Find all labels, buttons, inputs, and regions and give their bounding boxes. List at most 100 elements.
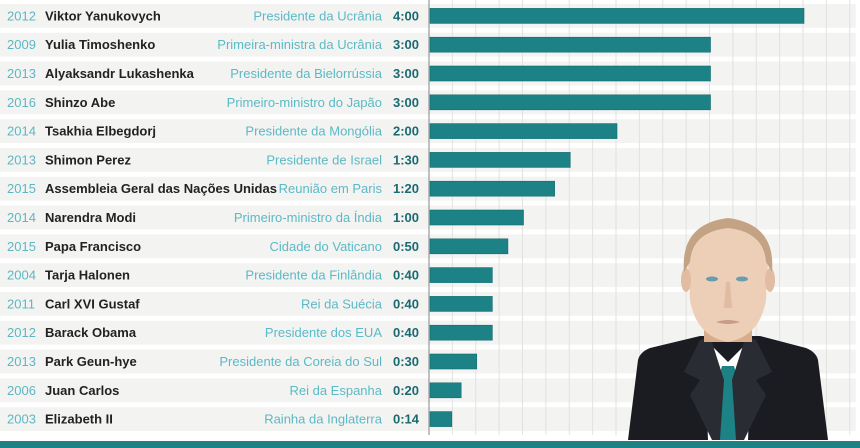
eye-left [706, 276, 718, 282]
time-label: 4:00 [393, 8, 419, 23]
time-label: 2:00 [393, 124, 419, 139]
bottom-bar [0, 441, 860, 448]
role-label: Presidente dos EUA [265, 325, 382, 340]
year-label: 2014 [7, 210, 36, 225]
year-label: 2013 [7, 152, 36, 167]
time-label: 0:30 [393, 354, 419, 369]
bar [429, 238, 509, 255]
ear-right [765, 268, 775, 292]
lapel-right [732, 336, 772, 440]
table-row: 2013 Alyaksandr Lukashenka Presidente da B… [7, 65, 711, 82]
name-label: Assembleia Geral das Nações Unidas [45, 181, 277, 196]
time-label: 3:00 [393, 95, 419, 110]
row-background [0, 119, 856, 143]
name-label: Papa Francisco [45, 239, 141, 254]
role-label: Presidente de Israel [266, 152, 382, 167]
year-label: 2013 [7, 66, 36, 81]
row-background [0, 176, 856, 201]
eye-right [736, 276, 748, 282]
year-label: 2012 [7, 325, 36, 340]
role-label: Primeiro-ministro da Índia [234, 210, 383, 225]
time-label: 1:20 [393, 181, 419, 196]
lapel-left [684, 336, 724, 440]
mouth [716, 320, 740, 324]
bar [429, 8, 805, 24]
time-label: 0:14 [393, 412, 420, 427]
bar [429, 152, 571, 168]
table-row: 2013 Park Geun-hye Presidente da Coreia do… [7, 353, 478, 370]
year-label: 2012 [7, 8, 36, 23]
time-label: 0:40 [393, 325, 419, 340]
role-label: Rei da Suécia [301, 296, 383, 311]
time-label: 0:20 [393, 383, 419, 398]
bar [429, 411, 453, 427]
time-label: 0:50 [393, 239, 419, 254]
row-background [0, 90, 856, 115]
bar [429, 36, 711, 53]
name-label: Narendra Modi [45, 210, 136, 225]
table-row: 2012 Barack Obama Presidente dos EUA 0:40 [7, 324, 493, 341]
role-label: Presidente da Coreia do Sul [219, 354, 382, 369]
name-label: Elizabeth II [45, 412, 113, 427]
year-label: 2009 [7, 37, 36, 52]
year-label: 2014 [7, 124, 36, 139]
table-row: 2004 Tarja Halonen Presidente da Finlândia… [7, 267, 493, 283]
year-label: 2016 [7, 95, 36, 110]
nose [724, 282, 732, 308]
year-label: 2011 [7, 296, 35, 311]
bar [429, 296, 493, 312]
role-label: Reunião em Paris [279, 181, 383, 196]
role-label: Primeiro-ministro do Japão [227, 95, 382, 110]
row-background [0, 320, 856, 345]
bar [429, 353, 478, 370]
time-label: 3:00 [393, 66, 419, 81]
bar [429, 209, 524, 226]
bar [429, 94, 711, 111]
bar [429, 267, 493, 283]
row-background [0, 292, 856, 316]
hair [683, 218, 773, 272]
time-label: 0:40 [393, 296, 419, 311]
name-label: Shinzo Abe [45, 95, 115, 110]
table-row: 2015 Papa Francisco Cidade do Vaticano 0:50 [7, 238, 509, 255]
role-label: Presidente da Finlândia [245, 268, 382, 283]
time-label: 1:30 [393, 152, 419, 167]
row-background [0, 234, 856, 259]
name-label: Tsakhia Elbegdorj [45, 124, 156, 139]
time-label: 1:00 [393, 210, 419, 225]
role-label: Rei da Espanha [289, 383, 382, 398]
row-background [0, 148, 856, 172]
year-label: 2013 [7, 354, 36, 369]
table-row: 2016 Shinzo Abe Primeiro-ministro do Japão… [7, 94, 711, 111]
bar [429, 382, 462, 399]
name-label: Viktor Yanukovych [45, 8, 161, 23]
table-row: 2012 Viktor Yanukovych Presidente da Ucrân… [7, 8, 805, 24]
row-background [0, 263, 856, 287]
name-label: Alyaksandr Lukashenka [45, 66, 195, 81]
bar [429, 324, 493, 341]
table-row: 2014 Narendra Modi Primeiro-ministro da Ín… [7, 209, 524, 226]
table-row: 2014 Tsakhia Elbegdorj Presidente da Mongó… [7, 123, 618, 139]
bar [429, 180, 555, 197]
name-label: Juan Carlos [45, 383, 119, 398]
table-row: 2015 Assembleia Geral das Nações Unidas Re… [7, 180, 555, 197]
year-label: 2004 [7, 268, 36, 283]
year-label: 2006 [7, 383, 36, 398]
name-label: Barack Obama [45, 325, 137, 340]
row-background [0, 205, 856, 230]
name-label: Shimon Perez [45, 152, 131, 167]
table-row: 2003 Elizabeth II Rainha da Inglaterra 0:14 [7, 411, 453, 427]
bar [429, 123, 618, 139]
year-label: 2015 [7, 181, 36, 196]
time-label: 0:40 [393, 268, 419, 283]
bar [429, 65, 711, 82]
name-label: Carl XVI Gustaf [45, 296, 140, 311]
time-label: 3:00 [393, 37, 419, 52]
role-label: Rainha da Inglaterra [264, 412, 383, 427]
name-label: Park Geun-hye [45, 354, 137, 369]
name-label: Yulia Timoshenko [45, 37, 155, 52]
table-row: 2006 Juan Carlos Rei da Espanha 0:20 [7, 382, 462, 399]
portrait-illustration [628, 218, 828, 440]
role-label: Presidente da Mongólia [245, 124, 382, 139]
year-label: 2003 [7, 412, 36, 427]
